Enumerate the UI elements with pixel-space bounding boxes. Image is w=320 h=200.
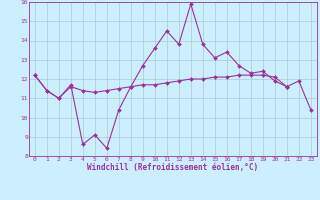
X-axis label: Windchill (Refroidissement éolien,°C): Windchill (Refroidissement éolien,°C) [87, 163, 258, 172]
